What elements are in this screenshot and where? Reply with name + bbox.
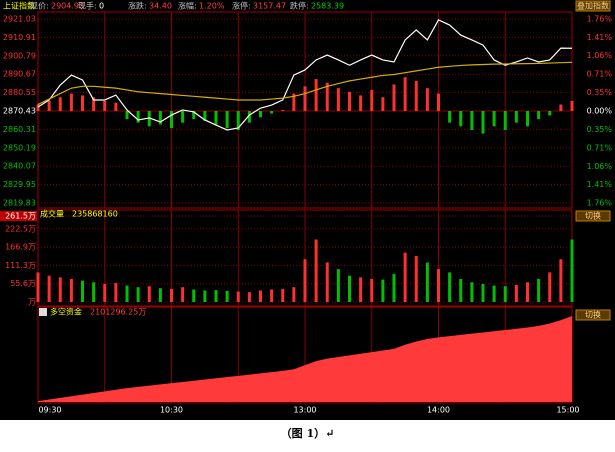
y2-tick-label: 0.00% bbox=[587, 107, 613, 116]
y-tick-label: 111.3万 bbox=[5, 261, 36, 270]
field-value: 34.40 bbox=[149, 2, 172, 11]
y-tick-label: 2921.03 bbox=[3, 15, 36, 24]
field-value: 1.20% bbox=[199, 2, 225, 11]
x-tick-label: 13:00 bbox=[293, 406, 316, 415]
button-label[interactable]: 切换 bbox=[585, 310, 601, 320]
button-label[interactable]: 叠加指数 bbox=[577, 1, 609, 11]
y2-tick-label: 1.06% bbox=[587, 51, 613, 60]
y-tick-label: 261.5万 bbox=[5, 212, 36, 221]
field-label: 涨停: bbox=[232, 1, 251, 11]
y-tick-label: 2829.95 bbox=[3, 180, 36, 189]
y-tick-label: 2850.19 bbox=[3, 143, 36, 152]
button[interactable] bbox=[575, 0, 611, 12]
y2-tick-label: 0.71% bbox=[587, 144, 613, 153]
field-label: 涨幅: bbox=[178, 1, 197, 11]
button[interactable] bbox=[575, 210, 611, 222]
field-label: 现手: bbox=[78, 1, 97, 11]
field-label: 涨跌: bbox=[128, 1, 147, 11]
y-tick-label: 2900.79 bbox=[3, 51, 36, 60]
y-tick-label: 2819.83 bbox=[3, 199, 36, 208]
x-tick-label: 10:30 bbox=[160, 406, 183, 415]
title: 上证指数 bbox=[3, 1, 35, 11]
field-label: 现价: bbox=[30, 2, 49, 11]
caption: （图 1）↵ bbox=[280, 427, 335, 440]
field-value: 0 bbox=[99, 2, 104, 11]
y-tick-label: 166.9万 bbox=[5, 243, 36, 252]
annotation: 235868160 bbox=[72, 210, 118, 219]
x-tick-label: 09:30 bbox=[38, 406, 61, 415]
y-tick-label: 2840.07 bbox=[3, 162, 36, 171]
price-line bbox=[37, 19, 573, 131]
y2-tick-label: 1.76% bbox=[587, 199, 613, 208]
button[interactable] bbox=[575, 309, 611, 321]
y-tick-label: 万 bbox=[28, 298, 36, 307]
fund-area bbox=[38, 316, 572, 402]
y2-tick-label: 0.35% bbox=[587, 88, 613, 97]
y2-tick-label: 1.76% bbox=[587, 15, 613, 24]
help-icon bbox=[39, 308, 47, 316]
tick-highlight bbox=[0, 211, 37, 221]
y-tick-label: 55.6万 bbox=[10, 279, 36, 288]
y-tick-label: 2910.91 bbox=[3, 33, 36, 42]
y-tick-label: 2870.43 bbox=[3, 107, 36, 116]
y2-tick-label: 0.71% bbox=[587, 69, 613, 78]
x-tick-label: 14:00 bbox=[427, 406, 450, 415]
panel-title: 多空资金 bbox=[50, 307, 82, 317]
y-tick-label: 2890.67 bbox=[3, 70, 36, 79]
y-tick-label: 2860.31 bbox=[3, 125, 36, 134]
y-tick-label: 2880.55 bbox=[3, 88, 36, 97]
x-tick-label: 15:00 bbox=[556, 406, 579, 415]
y2-tick-label: 1.41% bbox=[587, 33, 613, 42]
y2-tick-label: 1.06% bbox=[587, 162, 613, 171]
y2-tick-label: 1.41% bbox=[587, 180, 613, 189]
field-value: 2583.39 bbox=[311, 2, 344, 11]
field-value: 3157.47 bbox=[253, 2, 286, 11]
button-label[interactable]: 切换 bbox=[585, 211, 601, 221]
panel-title: 成交量 bbox=[40, 209, 64, 219]
annotation: 2101296.25万 bbox=[90, 308, 146, 317]
price-line bbox=[37, 61, 573, 106]
field-label: 跌停: bbox=[290, 1, 309, 11]
field-value: 2904.93 bbox=[51, 2, 84, 11]
y-tick-label: 222.5万 bbox=[5, 224, 36, 233]
y2-tick-label: 0.35% bbox=[587, 125, 613, 134]
